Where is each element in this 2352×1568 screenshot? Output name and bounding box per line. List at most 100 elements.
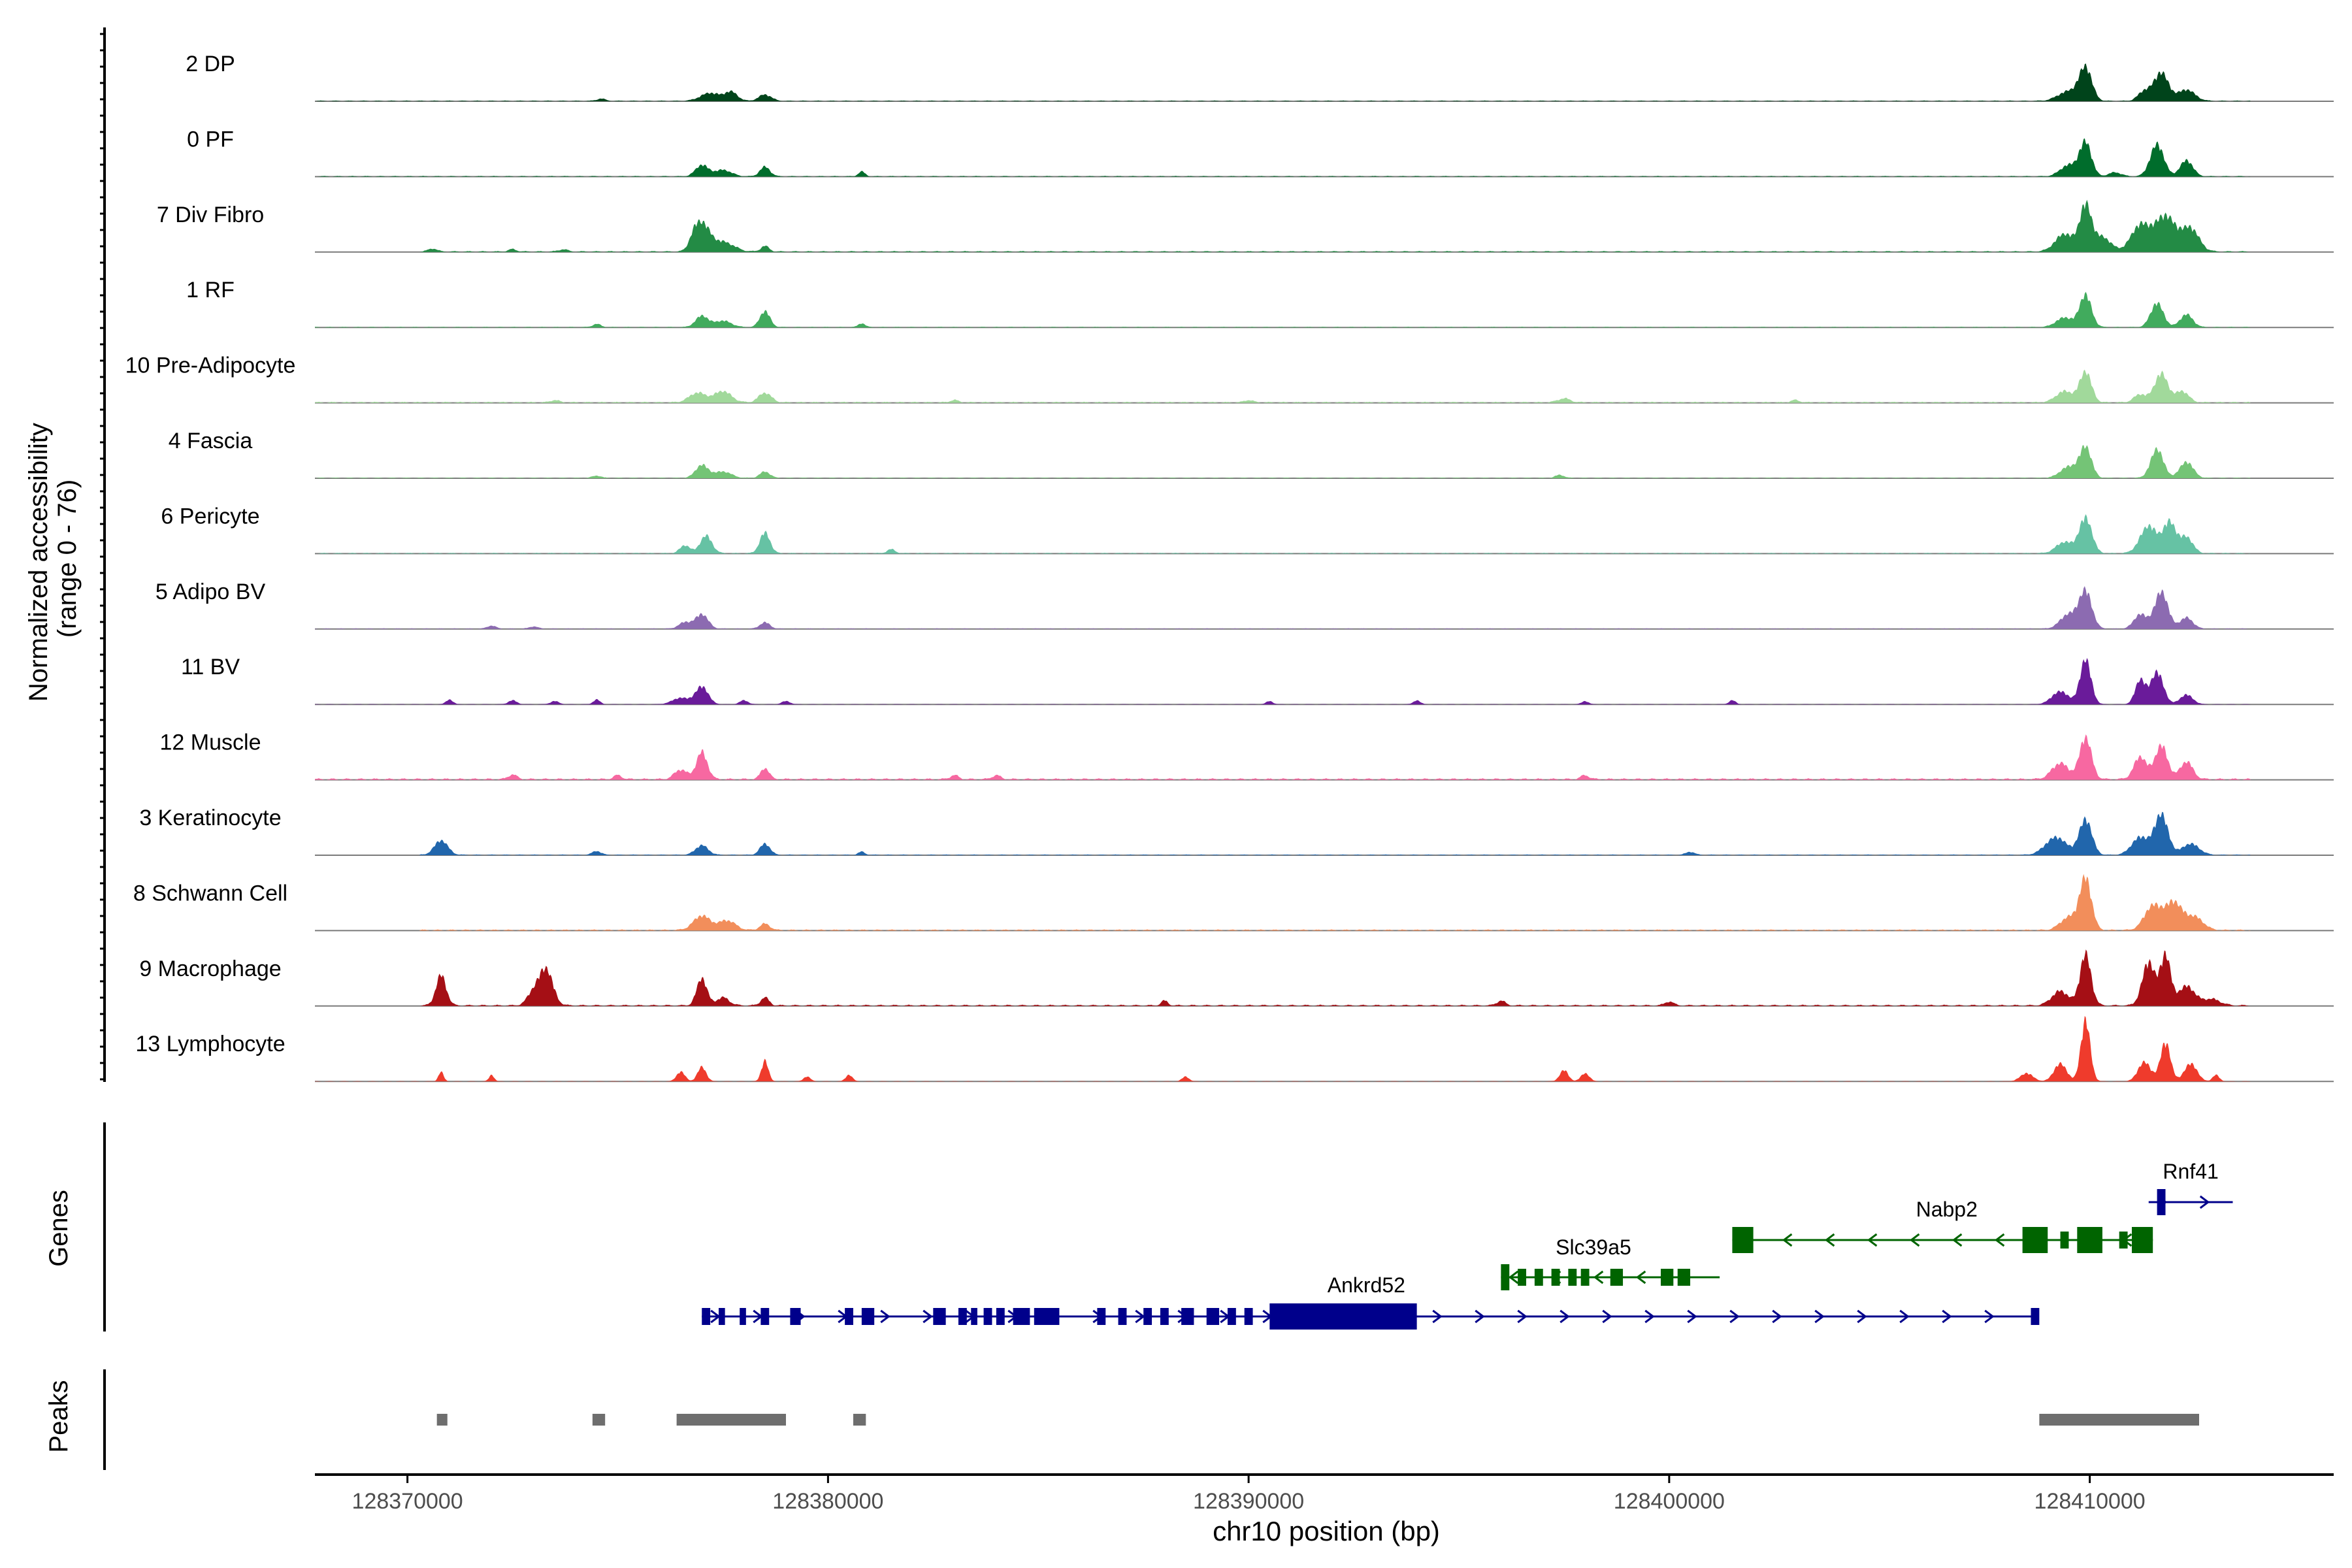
gene-exon <box>1501 1264 1510 1290</box>
strand-arrow <box>1687 1309 1697 1324</box>
coverage-area <box>315 658 2334 705</box>
track-label: 8 Schwann Cell <box>133 881 287 906</box>
coverage-area <box>315 811 2334 855</box>
strand-arrow <box>1517 1309 1527 1324</box>
track-label: 7 Div Fibro <box>157 203 264 227</box>
strand-arrow <box>1432 1309 1443 1324</box>
gene-exon <box>1034 1308 1060 1325</box>
gene-exon <box>1013 1308 1030 1325</box>
x-tick-label: 128400000 <box>1614 1489 1725 1514</box>
gene-exon <box>1181 1308 1194 1325</box>
strand-arrow <box>1899 1309 1910 1324</box>
x-axis-label: chr10 position (bp) <box>1213 1516 1440 1546</box>
strand-arrow <box>1909 1233 1920 1247</box>
gene-exon <box>1269 1303 1417 1330</box>
gene-exon <box>2077 1227 2102 1253</box>
gene-exon <box>933 1308 946 1325</box>
strand-arrow <box>1560 1309 1570 1324</box>
track-label: 1 RF <box>186 278 235 302</box>
track-5: 10 Pre-Adipocyte <box>125 353 2334 404</box>
track-6: 4 Fascia <box>169 429 2334 479</box>
gene-nabp2: Nabp2 <box>1732 1198 2153 1253</box>
track-label: 4 Fascia <box>169 429 253 453</box>
gene-slc39a5: Slc39a5 <box>1501 1235 1720 1290</box>
gene-exon <box>1534 1269 1543 1286</box>
coverage-area <box>315 586 2334 629</box>
gene-exon <box>1677 1269 1691 1286</box>
gene-exon <box>2060 1232 2069 1249</box>
gene-exon <box>2157 1189 2166 1215</box>
gene-exon <box>1610 1269 1624 1286</box>
gene-rnf41: Rnf41 <box>2148 1160 2233 1215</box>
gene-exon <box>1551 1269 1560 1286</box>
track-label: 9 Macrophage <box>139 956 281 981</box>
gene-exon <box>1568 1269 1577 1286</box>
strand-arrow <box>1772 1309 1782 1324</box>
track-3: 7 Div Fibro <box>157 199 2334 253</box>
strand-arrow <box>1867 1233 1878 1247</box>
y-axis-label-line2: (range 0 - 76) <box>53 480 82 638</box>
peak-region <box>592 1414 606 1426</box>
gene-label: Ankrd52 <box>1328 1273 1405 1297</box>
track-label: 12 Muscle <box>160 730 261 755</box>
track-9: 11 BV <box>181 655 2334 706</box>
gene-exon <box>983 1308 992 1325</box>
gene-exon <box>845 1308 853 1325</box>
gene-exon <box>1661 1269 1674 1286</box>
gene-label: Slc39a5 <box>1556 1235 1631 1259</box>
track-label: 10 Pre-Adipocyte <box>125 353 296 378</box>
strand-arrow <box>1952 1233 1963 1247</box>
genes-row-label: Genes <box>44 1190 73 1267</box>
strand-arrow <box>1857 1309 1867 1324</box>
gene-exon <box>740 1308 746 1325</box>
strand-arrow <box>1824 1233 1835 1247</box>
x-tick-label: 128410000 <box>2034 1489 2146 1514</box>
coverage-tracks: 2 DP 0 PF 7 Div Fibro 1 RF 10 Pre-Adipocyte 4… <box>125 52 2334 1083</box>
track-label: 11 BV <box>181 655 240 679</box>
y-axis-label-line1: Normalized accessibility <box>24 423 53 702</box>
strand-arrow <box>1475 1309 1485 1324</box>
axes: 128370000 128380000 128390000 128400000 1284… <box>100 27 2334 1514</box>
strand-arrow <box>880 1309 890 1324</box>
peak-region <box>2039 1414 2199 1426</box>
gene-exon <box>1118 1308 1127 1325</box>
track-label: 0 PF <box>187 127 234 152</box>
gene-exon <box>996 1308 1005 1325</box>
y-axis-label: Normalized accessibility (range 0 - 76) <box>24 416 82 702</box>
coverage-area <box>315 369 2334 403</box>
peaks-row-label: Peaks <box>44 1380 73 1452</box>
track-14: 13 Lymphocyte <box>135 1015 2334 1083</box>
x-tick-label: 128380000 <box>772 1489 883 1514</box>
gene-exon <box>958 1308 967 1325</box>
gene-exon <box>2022 1227 2048 1253</box>
coverage-area <box>315 734 2334 780</box>
gene-exon <box>702 1308 711 1325</box>
gene-exon <box>2031 1308 2040 1325</box>
gene-exon <box>1518 1269 1526 1286</box>
peak-region <box>436 1414 448 1426</box>
peak-region <box>676 1414 786 1426</box>
track-11: 3 Keratinocyte <box>139 806 2334 856</box>
track-12: 8 Schwann Cell <box>133 874 2334 932</box>
gene-label: Nabp2 <box>1916 1198 1978 1221</box>
gene-exon <box>861 1308 875 1325</box>
gene-annotation-track: Ankrd52 Slc39a5 Nabp2 Rnf41 <box>702 1160 2233 1330</box>
track-7: 6 Pericyte <box>161 504 2334 555</box>
strand-arrow <box>1644 1309 1655 1324</box>
track-2: 0 PF <box>187 127 2334 178</box>
track-13: 9 Macrophage <box>139 949 2334 1007</box>
strand-arrow <box>1814 1309 1825 1324</box>
track-10: 12 Muscle <box>160 730 2334 781</box>
strand-arrow <box>1602 1309 1612 1324</box>
gene-exon <box>1580 1269 1590 1286</box>
track-1: 2 DP <box>186 52 2334 102</box>
gene-exon <box>1244 1308 1253 1325</box>
gene-exon <box>1227 1308 1236 1325</box>
strand-arrow <box>1984 1309 1995 1324</box>
peak-track <box>436 1414 2199 1426</box>
strand-arrow <box>1994 1233 2005 1247</box>
track-8: 5 Adipo BV <box>155 580 2334 630</box>
gene-exon <box>760 1308 770 1325</box>
gene-exon <box>719 1308 725 1325</box>
